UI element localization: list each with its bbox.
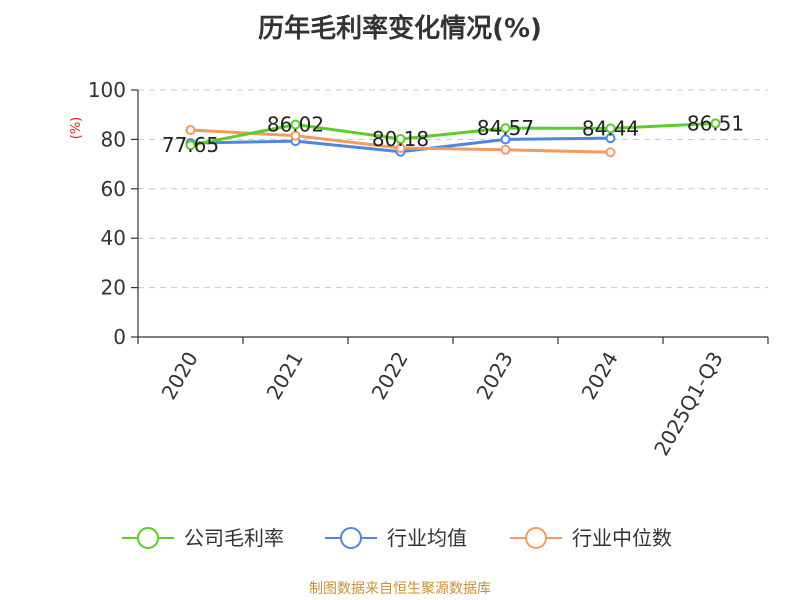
data-point-s2-2 bbox=[395, 143, 406, 154]
y-tick-label-60: 60 bbox=[101, 177, 126, 201]
data-labels: 77.65 86.02 80.18 84.57 84.44 86.51 bbox=[162, 111, 744, 157]
data-point-s1-4 bbox=[605, 133, 616, 144]
series-lines bbox=[185, 118, 721, 158]
y-tick-label-0: 0 bbox=[113, 325, 126, 349]
legend-marker-1 bbox=[340, 527, 362, 549]
data-point-s0-3 bbox=[500, 123, 511, 134]
data-point-s0-4 bbox=[605, 123, 616, 134]
legend-label-1: 行业均值 bbox=[387, 526, 467, 550]
data-label-s0-4: 84.44 bbox=[582, 116, 639, 140]
y-tick-label-40: 40 bbox=[101, 226, 126, 250]
data-point-s2-3 bbox=[500, 144, 511, 155]
data-point-s0-2 bbox=[395, 133, 406, 144]
data-point-s0-1 bbox=[290, 119, 301, 130]
x-tick-label-2025Q1-Q3: 2025Q1-Q3 bbox=[649, 348, 728, 460]
x-tick-label-2021: 2021 bbox=[262, 348, 308, 404]
data-label-s0-5: 86.51 bbox=[687, 111, 744, 135]
y-tick-label-80: 80 bbox=[101, 127, 126, 151]
legend: 公司毛利率 行业均值 行业中位数 bbox=[122, 526, 672, 550]
x-tick-label-2022: 2022 bbox=[367, 348, 413, 404]
x-tick-label-2024: 2024 bbox=[577, 348, 623, 404]
series-line-0 bbox=[189, 121, 717, 147]
y-axis-unit-label: (%) bbox=[69, 117, 84, 140]
data-point-s0-5 bbox=[710, 118, 721, 129]
source-note: 制图数据来自恒生聚源数据库 bbox=[309, 581, 491, 597]
legend-label-0: 公司毛利率 bbox=[184, 526, 284, 550]
data-point-s2-0 bbox=[185, 125, 196, 136]
data-label-s0-1: 86.02 bbox=[267, 113, 324, 137]
data-label-s0-3: 84.57 bbox=[477, 116, 534, 140]
data-label-s0-2: 80.18 bbox=[372, 127, 429, 151]
data-label-s0-0: 77.65 bbox=[162, 133, 219, 157]
data-point-s0-0 bbox=[185, 140, 196, 151]
y-tick-label-100: 100 bbox=[88, 78, 126, 102]
grid-lines bbox=[138, 89, 768, 289]
chart-title: 历年毛利率变化情况(%) bbox=[258, 14, 542, 44]
data-point-s2-4 bbox=[605, 147, 616, 158]
x-tick-label-2023: 2023 bbox=[472, 348, 518, 404]
y-tick-label-20: 20 bbox=[101, 276, 126, 300]
data-point-s1-3 bbox=[500, 134, 511, 145]
legend-marker-0 bbox=[137, 527, 159, 549]
legend-label-2: 行业中位数 bbox=[572, 526, 672, 550]
x-tick-label-2020: 2020 bbox=[157, 348, 203, 404]
legend-marker-2 bbox=[525, 527, 547, 549]
data-point-s2-1 bbox=[290, 130, 301, 141]
